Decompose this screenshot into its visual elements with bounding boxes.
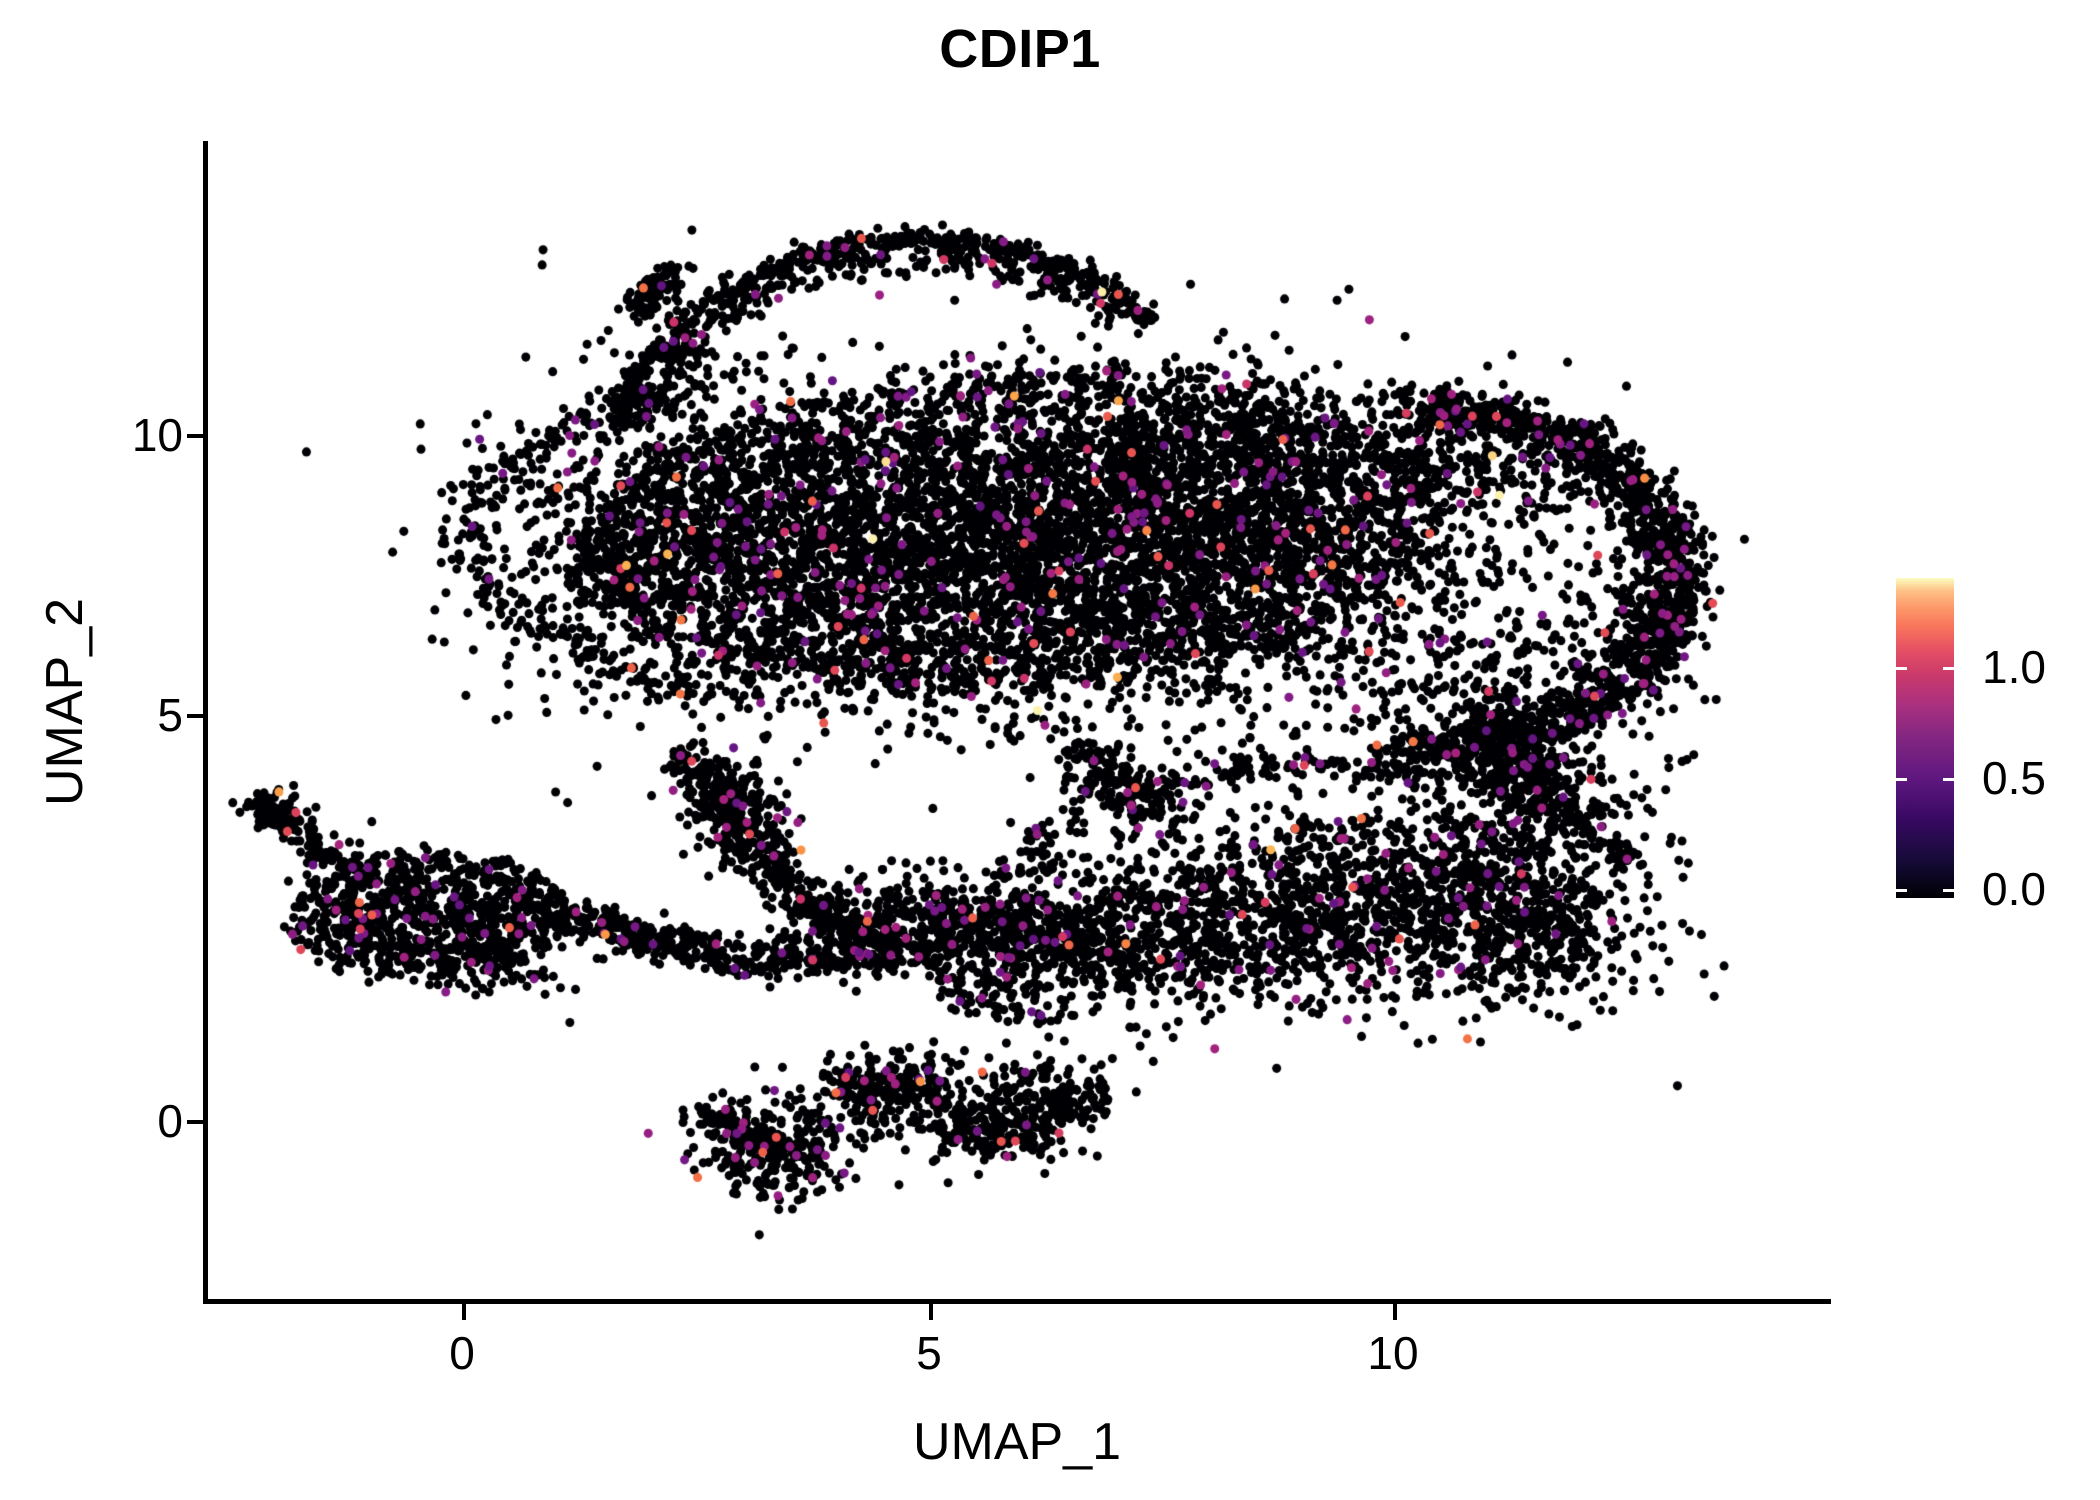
colorbar-tick-0.0-right	[1943, 889, 1954, 892]
colorbar-tick-0.0-left	[1896, 889, 1907, 892]
y-tick-mark-5	[187, 714, 203, 718]
plot-panel	[207, 141, 1831, 1302]
colorbar-legend: 1.0 0.5 0.0	[1896, 578, 2096, 912]
colorbar-label-1.0: 1.0	[1982, 641, 2046, 693]
y-tick-label-0: 0	[157, 1095, 183, 1147]
x-tick-mark-10	[1393, 1304, 1397, 1320]
y-tick-mark-10	[187, 434, 203, 438]
page-title: CDIP1	[939, 19, 1101, 79]
scatter-plot-canvas	[207, 141, 1831, 1302]
colorbar-gradient	[1896, 578, 1954, 898]
colorbar-tick-0.5-right	[1943, 778, 1954, 781]
x-axis-line	[203, 1299, 1831, 1304]
colorbar-label-0.5: 0.5	[1982, 752, 2046, 804]
x-tick-mark-0	[462, 1304, 466, 1320]
y-axis-title: UMAP_2	[36, 597, 94, 807]
x-axis-title: UMAP_1	[912, 1413, 1122, 1471]
x-tick-label-10: 10	[1367, 1327, 1419, 1379]
x-tick-label-5: 5	[916, 1327, 942, 1379]
y-tick-mark-0	[187, 1120, 203, 1124]
colorbar-tick-1.0-right	[1943, 667, 1954, 670]
colorbar-tick-0.5-left	[1896, 778, 1907, 781]
y-tick-label-5: 5	[157, 689, 183, 741]
colorbar-label-0.0: 0.0	[1982, 863, 2046, 915]
x-tick-label-0: 0	[449, 1327, 475, 1379]
y-axis-line	[203, 141, 208, 1304]
y-tick-label-10: 10	[131, 409, 183, 461]
colorbar-tick-1.0-left	[1896, 667, 1907, 670]
x-tick-mark-5	[929, 1304, 933, 1320]
